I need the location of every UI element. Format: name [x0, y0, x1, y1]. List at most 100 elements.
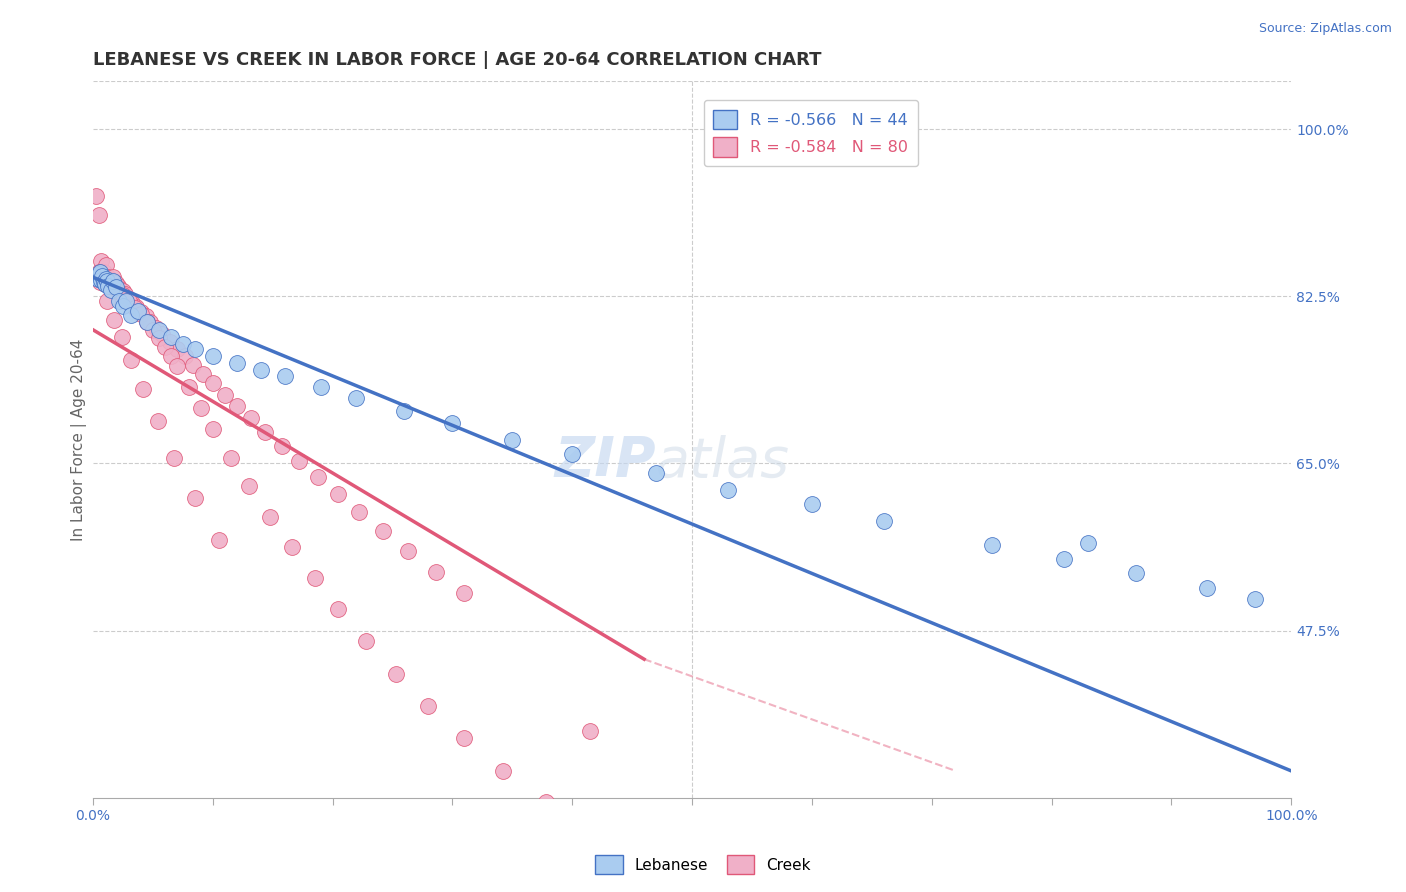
- Point: [124, 301, 146, 315]
- Point: [453, 586, 475, 600]
- Point: [87, 265, 110, 279]
- Point: [259, 509, 281, 524]
- Point: [238, 479, 260, 493]
- Point: [148, 323, 170, 337]
- Point: [104, 276, 127, 290]
- Point: [561, 447, 583, 461]
- Point: [90, 273, 112, 287]
- Point: [129, 307, 152, 321]
- Point: [89, 265, 111, 279]
- Text: atlas: atlas: [657, 434, 790, 488]
- Point: [177, 380, 200, 394]
- Point: [90, 253, 112, 268]
- Point: [111, 285, 134, 299]
- Text: LEBANESE VS CREEK IN LABOR FORCE | AGE 20-64 CORRELATION CHART: LEBANESE VS CREEK IN LABOR FORCE | AGE 2…: [93, 51, 821, 69]
- Point: [93, 265, 115, 279]
- Point: [120, 353, 142, 368]
- Point: [89, 275, 111, 289]
- Point: [346, 392, 368, 406]
- Point: [139, 315, 162, 329]
- Point: [172, 337, 194, 351]
- Point: [254, 425, 277, 439]
- Point: [396, 544, 419, 558]
- Point: [105, 284, 128, 298]
- Point: [183, 491, 205, 505]
- Point: [214, 387, 236, 401]
- Point: [201, 422, 224, 436]
- Point: [101, 270, 124, 285]
- Point: [249, 363, 271, 377]
- Point: [121, 296, 143, 310]
- Point: [150, 327, 173, 342]
- Point: [309, 380, 332, 394]
- Point: [304, 571, 326, 585]
- Point: [135, 315, 157, 329]
- Point: [354, 634, 377, 648]
- Point: [800, 496, 823, 510]
- Point: [1077, 535, 1099, 549]
- Point: [281, 541, 304, 555]
- Point: [101, 274, 124, 288]
- Point: [100, 283, 122, 297]
- Point: [127, 303, 149, 318]
- Point: [148, 331, 170, 345]
- Point: [534, 796, 557, 810]
- Text: ZIP: ZIP: [554, 434, 657, 488]
- Point: [1052, 552, 1074, 566]
- Point: [453, 731, 475, 746]
- Point: [240, 411, 263, 425]
- Point: [97, 270, 120, 285]
- Point: [980, 538, 1002, 552]
- Point: [873, 514, 896, 528]
- Point: [1197, 581, 1219, 595]
- Point: [132, 382, 155, 396]
- Point: [111, 288, 134, 302]
- Point: [371, 524, 394, 539]
- Y-axis label: In Labor Force | Age 20-64: In Labor Force | Age 20-64: [72, 338, 87, 541]
- Point: [328, 487, 350, 501]
- Point: [166, 359, 188, 373]
- Point: [219, 450, 242, 465]
- Point: [145, 320, 167, 334]
- Point: [94, 277, 117, 291]
- Point: [501, 433, 523, 447]
- Point: [111, 299, 134, 313]
- Point: [94, 277, 117, 291]
- Point: [129, 304, 152, 318]
- Point: [307, 469, 329, 483]
- Point: [107, 278, 129, 293]
- Point: [125, 300, 148, 314]
- Point: [385, 666, 408, 681]
- Point: [97, 278, 120, 293]
- Point: [91, 269, 114, 284]
- Point: [100, 273, 122, 287]
- Point: [1125, 566, 1147, 581]
- Point: [96, 274, 118, 288]
- Point: [425, 566, 447, 580]
- Point: [104, 279, 127, 293]
- Point: [146, 414, 169, 428]
- Point: [441, 417, 464, 431]
- Point: [120, 309, 142, 323]
- Point: [135, 315, 157, 329]
- Point: [273, 368, 295, 383]
- Point: [87, 267, 110, 281]
- Point: [1244, 592, 1267, 607]
- Legend: Lebanese, Creek: Lebanese, Creek: [589, 849, 817, 880]
- Point: [94, 272, 117, 286]
- Point: [103, 313, 125, 327]
- Point: [87, 208, 110, 222]
- Point: [183, 342, 205, 356]
- Point: [201, 376, 224, 391]
- Point: [225, 399, 247, 413]
- Point: [201, 350, 224, 364]
- Point: [645, 466, 668, 480]
- Point: [288, 454, 311, 468]
- Point: [166, 342, 188, 356]
- Point: [135, 310, 157, 324]
- Point: [418, 698, 440, 713]
- Point: [394, 404, 416, 418]
- Point: [717, 483, 740, 497]
- Point: [347, 505, 370, 519]
- Point: [190, 401, 212, 415]
